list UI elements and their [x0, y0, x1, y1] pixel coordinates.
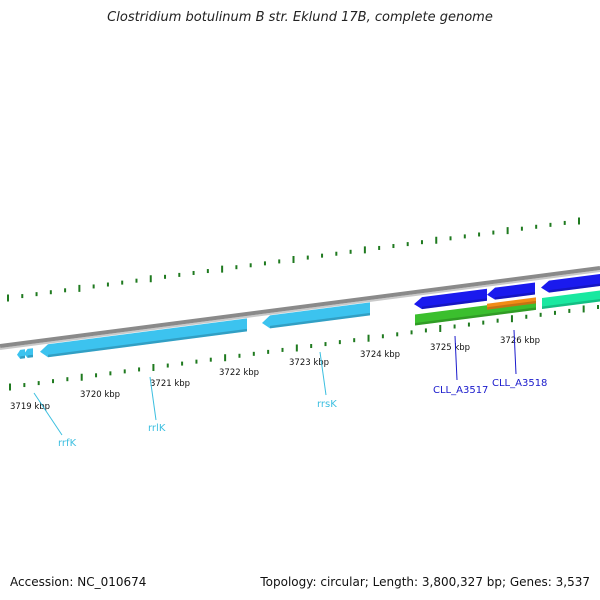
- scale-label: 3725 kbp: [430, 343, 470, 353]
- gene-orange-bar: [487, 297, 536, 310]
- scale-label: 3726 kbp: [500, 336, 540, 346]
- inner-tick-ring: [9, 305, 599, 391]
- backbone-line: [0, 266, 600, 348]
- gene-green-bar-shade: [415, 307, 536, 326]
- rrsK-arrow: [262, 302, 370, 329]
- scale-label: 3721 kbp: [150, 379, 190, 389]
- feature-label: rrlK: [148, 423, 166, 434]
- genome-backbone: [0, 266, 600, 350]
- backbone-shadow: [0, 270, 600, 350]
- feature-label: rrfK: [58, 438, 77, 449]
- rrsK-arrow-shade: [270, 312, 370, 329]
- scale-label: 3723 kbp: [289, 358, 329, 368]
- cds-arrow-right-edge-shade: [549, 283, 600, 293]
- CLL_A3517-arrow-shade: [422, 298, 487, 310]
- rrfK-arrow-a-shade: [20, 355, 25, 359]
- label-leader-line: [319, 351, 327, 396]
- feature-label: CLL_A3518: [492, 378, 547, 389]
- rrlK-arrow: [40, 318, 247, 358]
- topology-summary: Topology: circular; Length: 3,800,327 bp…: [260, 575, 590, 589]
- feature-label: CLL_A3517: [433, 385, 488, 396]
- scale-labels: 3719 kbp 3720 kbp 3721 kbp 3722 kbp 3723 kbp…: [10, 336, 540, 412]
- feature-track: [17, 274, 600, 359]
- rrlK-arrow-shade: [48, 328, 247, 358]
- gene-teal-bar: [542, 290, 600, 310]
- cds-arrow-right-edge: [541, 274, 600, 293]
- CLL_A3518-arrow-shade: [495, 291, 535, 300]
- scale-label: 3724 kbp: [360, 350, 400, 360]
- CLL_A3518-arrow: [487, 282, 535, 300]
- gene-teal-bar-shade: [542, 299, 600, 310]
- CLL_A3517-arrow: [414, 288, 487, 310]
- map-title: Clostridium botulinum B str. Eklund 17B,…: [107, 10, 493, 25]
- scale-label: 3720 kbp: [80, 390, 120, 400]
- rrfK-arrow-b: [24, 348, 33, 358]
- scale-label: 3719 kbp: [10, 402, 50, 412]
- feature-labels: rrfK rrlK rrsK CLL_A3517 CLL_A3518: [33, 329, 547, 449]
- accession-text: Accession: NC_010674: [10, 575, 147, 589]
- label-leader-line: [149, 376, 157, 421]
- rrfK-arrow-a: [17, 349, 25, 359]
- label-leader-line: [33, 392, 63, 436]
- gene-orange-bar-shade: [487, 300, 536, 310]
- label-leader-line: [454, 335, 458, 381]
- feature-label: rrsK: [317, 399, 337, 410]
- rrfK-arrow-b-shade: [27, 354, 33, 358]
- outer-tick-ring: [7, 217, 580, 302]
- label-leader-line: [513, 329, 517, 375]
- scale-label: 3722 kbp: [219, 368, 259, 378]
